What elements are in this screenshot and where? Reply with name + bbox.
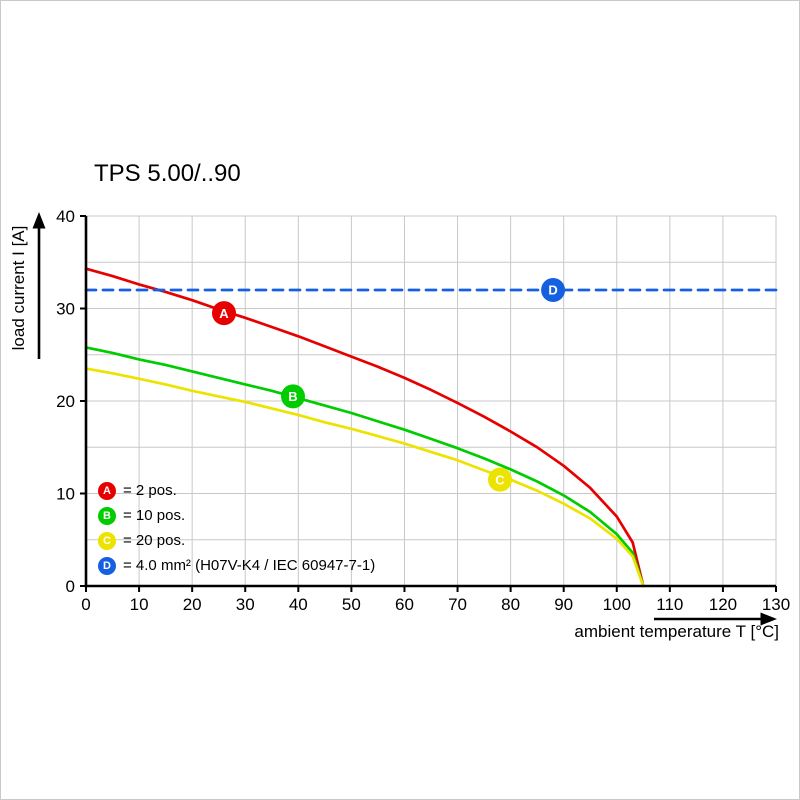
y-tick-label: 0 bbox=[66, 577, 75, 596]
x-tick-label: 120 bbox=[709, 595, 737, 614]
series-C-line bbox=[84, 367, 645, 588]
marker-D-label: D bbox=[548, 283, 557, 298]
legend-item-C: C = 20 pos. bbox=[98, 528, 375, 553]
legend-marker-B-icon: B bbox=[98, 506, 116, 525]
legend-item-B: B = 10 pos. bbox=[98, 503, 375, 528]
legend-item-label: = 10 pos. bbox=[123, 507, 186, 524]
x-tick-label: 30 bbox=[236, 595, 255, 614]
x-axis-label: ambient temperature T [°C] bbox=[574, 622, 779, 641]
legend-marker-C-icon: C bbox=[98, 531, 116, 550]
x-axis-arrowhead-icon bbox=[760, 612, 777, 626]
series-A-line bbox=[84, 267, 645, 588]
x-tick-label: 90 bbox=[554, 595, 573, 614]
x-tick-label: 80 bbox=[501, 595, 520, 614]
y-axis-label: load current I [A] bbox=[9, 225, 28, 351]
marker-D bbox=[541, 278, 566, 302]
y-tick-label: 30 bbox=[56, 300, 75, 319]
legend-marker-D-icon: D bbox=[98, 556, 116, 575]
marker-C-label: C bbox=[495, 472, 505, 487]
legend-item-label: = 20 pos. bbox=[123, 532, 186, 549]
marker-A-label: A bbox=[219, 306, 229, 321]
y-tick-label: 10 bbox=[56, 485, 75, 504]
x-tick-label: 100 bbox=[603, 595, 631, 614]
legend-item-A: A = 2 pos. bbox=[98, 478, 375, 503]
x-tick-label: 20 bbox=[183, 595, 202, 614]
x-tick-label: 50 bbox=[342, 595, 361, 614]
chart-legend: A = 2 pos. B = 10 pos. C = 20 pos. D = 4… bbox=[98, 478, 375, 578]
legend-marker-A-icon: A bbox=[98, 481, 116, 500]
marker-B-label: B bbox=[288, 389, 297, 404]
marker-C bbox=[488, 467, 512, 492]
legend-item-label: = 4.0 mm² (H07V-K4 / IEC 60947-7-1) bbox=[123, 557, 376, 574]
chart-title: TPS 5.00/..90 bbox=[94, 160, 241, 187]
y-tick-label: 20 bbox=[56, 392, 75, 411]
marker-A bbox=[212, 301, 236, 326]
legend-item-D: D = 4.0 mm² (H07V-K4 / IEC 60947-7-1) bbox=[98, 553, 375, 578]
x-tick-label: 130 bbox=[762, 595, 790, 614]
x-tick-label: 70 bbox=[448, 595, 467, 614]
x-tick-label: 110 bbox=[656, 595, 683, 614]
x-tick-label: 40 bbox=[289, 595, 308, 614]
x-tick-label: 10 bbox=[130, 595, 149, 614]
x-tick-label: 60 bbox=[395, 595, 414, 614]
marker-B bbox=[281, 384, 305, 409]
legend-item-label: = 2 pos. bbox=[123, 482, 177, 499]
series-B-line bbox=[84, 346, 645, 588]
x-tick-label: 0 bbox=[81, 595, 90, 614]
y-axis-arrowhead-icon bbox=[32, 212, 46, 229]
y-tick-label: 40 bbox=[56, 207, 75, 226]
